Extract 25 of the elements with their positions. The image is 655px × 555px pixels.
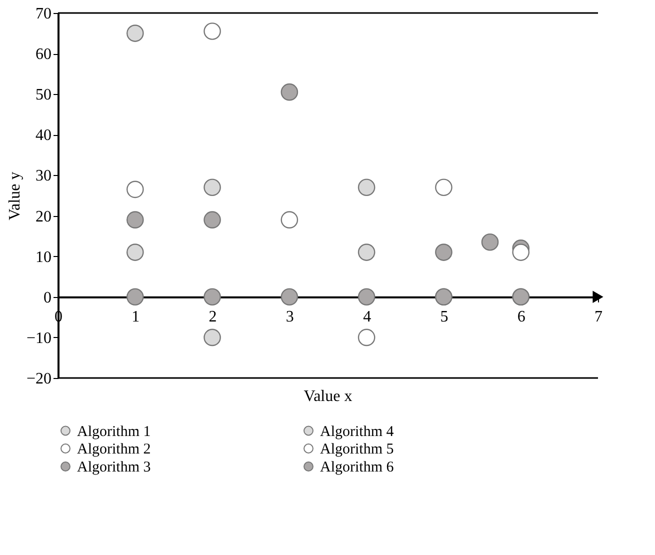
x-tick-label: 3 bbox=[286, 308, 294, 326]
legend-label: Algorithm 2 bbox=[77, 442, 151, 458]
x-tick-label: 2 bbox=[208, 308, 217, 326]
legend-label: Algorithm 6 bbox=[320, 460, 394, 476]
x-tick-label: 4 bbox=[363, 308, 372, 326]
x-axis-title: Value x bbox=[304, 388, 352, 405]
legend-label: Algorithm 1 bbox=[77, 424, 151, 440]
y-tick-label: 50 bbox=[36, 86, 52, 104]
y-axis-title: Value y bbox=[6, 172, 24, 220]
legend-label: Algorithm 5 bbox=[320, 442, 394, 458]
y-tick-label: 20 bbox=[36, 208, 52, 226]
x-tick-label: 5 bbox=[440, 308, 448, 326]
y-tick-label: 70 bbox=[36, 6, 52, 22]
x-tick-label: 7 bbox=[594, 308, 602, 326]
y-tick-label: 10 bbox=[36, 248, 52, 266]
x-tick-label: 1 bbox=[132, 308, 140, 326]
y-tick-label: 30 bbox=[36, 168, 52, 185]
legend-label: Algorithm 3 bbox=[77, 460, 151, 476]
y-tick-label: 0 bbox=[44, 289, 52, 306]
legend-label: Algorithm 4 bbox=[320, 424, 394, 440]
y-tick-label: 60 bbox=[36, 46, 52, 64]
y-tick-label: −10 bbox=[26, 330, 52, 347]
y-tick-label: 40 bbox=[36, 127, 52, 144]
y-tick-label: −20 bbox=[26, 370, 52, 388]
x-tick-label: 6 bbox=[517, 308, 526, 326]
